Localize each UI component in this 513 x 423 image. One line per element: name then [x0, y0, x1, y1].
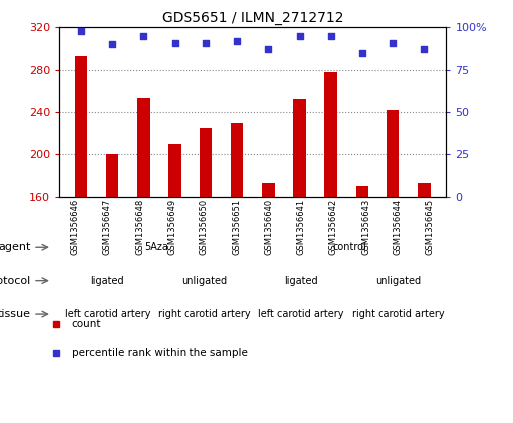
Text: 5Aza: 5Aza — [144, 242, 168, 252]
Bar — [418, 183, 431, 197]
Point — [327, 33, 335, 39]
Point — [233, 38, 241, 44]
Bar — [200, 128, 212, 197]
Text: left carotid artery: left carotid artery — [65, 309, 150, 319]
Bar — [387, 110, 400, 197]
Bar — [137, 99, 150, 197]
Text: count: count — [72, 319, 102, 329]
Text: GSM1356646: GSM1356646 — [71, 199, 80, 255]
Text: GSM1356641: GSM1356641 — [297, 199, 306, 255]
Text: GSM1356650: GSM1356650 — [200, 199, 209, 255]
Text: GSM1356640: GSM1356640 — [264, 199, 273, 255]
Text: right carotid artery: right carotid artery — [158, 309, 250, 319]
Text: GSM1356648: GSM1356648 — [135, 199, 144, 255]
Bar — [356, 186, 368, 197]
Point — [358, 49, 366, 56]
Text: right carotid artery: right carotid artery — [351, 309, 444, 319]
Text: GSM1356647: GSM1356647 — [103, 199, 112, 255]
Point — [420, 46, 428, 53]
Point — [264, 46, 272, 53]
Point — [202, 39, 210, 46]
Bar — [106, 154, 119, 197]
Bar — [262, 183, 274, 197]
Bar — [293, 99, 306, 197]
Point — [170, 39, 179, 46]
Text: GSM1356642: GSM1356642 — [329, 199, 338, 255]
Text: GSM1356651: GSM1356651 — [232, 199, 241, 255]
Text: protocol: protocol — [0, 276, 31, 286]
Text: unligated: unligated — [181, 276, 227, 286]
Text: GSM1356649: GSM1356649 — [167, 199, 176, 255]
Text: percentile rank within the sample: percentile rank within the sample — [72, 348, 248, 358]
Text: GSM1356643: GSM1356643 — [361, 199, 370, 255]
Point — [77, 27, 85, 34]
Text: control: control — [332, 242, 366, 252]
Title: GDS5651 / ILMN_2712712: GDS5651 / ILMN_2712712 — [162, 11, 343, 25]
Text: GSM1356644: GSM1356644 — [393, 199, 402, 255]
Text: GSM1356645: GSM1356645 — [426, 199, 435, 255]
Text: agent: agent — [0, 242, 31, 252]
Point — [295, 33, 304, 39]
Bar — [231, 123, 243, 197]
Text: ligated: ligated — [284, 276, 318, 286]
Text: unligated: unligated — [375, 276, 421, 286]
Text: tissue: tissue — [0, 309, 31, 319]
Bar — [74, 56, 87, 197]
Bar — [168, 144, 181, 197]
Bar — [325, 72, 337, 197]
Point — [139, 33, 147, 39]
Point — [389, 39, 397, 46]
Text: ligated: ligated — [91, 276, 124, 286]
Text: left carotid artery: left carotid artery — [259, 309, 344, 319]
Point — [108, 41, 116, 48]
